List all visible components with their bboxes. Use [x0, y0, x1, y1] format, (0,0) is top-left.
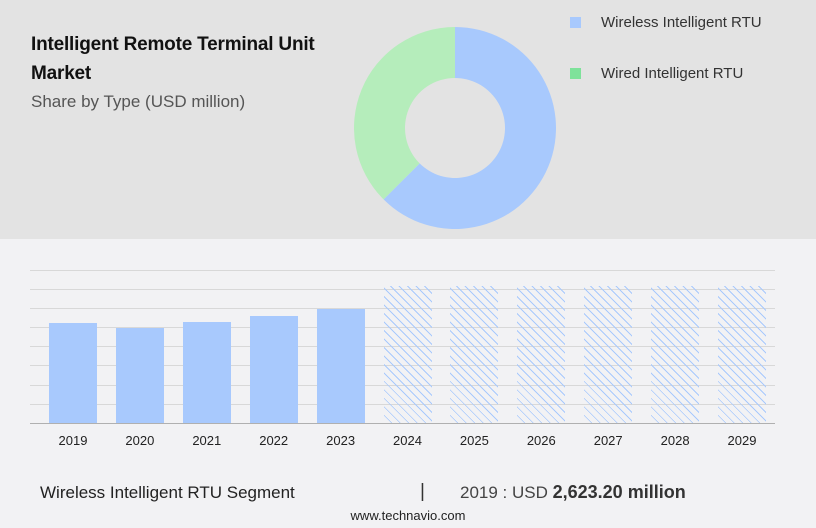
- bar-2024: [383, 286, 432, 423]
- bar-2019: [49, 323, 97, 423]
- chart-subtitle: Share by Type (USD million): [31, 92, 246, 111]
- legend-item-wired: Wired Intelligent RTU: [570, 65, 743, 82]
- bar-2023: [316, 309, 365, 423]
- bar-2028: [651, 286, 700, 423]
- bar-2029: [718, 286, 766, 423]
- x-tick-label: 2020: [125, 433, 155, 448]
- chart-title: Intelligent Remote Terminal Unit Market: [31, 34, 315, 84]
- top-panel: Intelligent Remote Terminal Unit Market …: [0, 0, 816, 239]
- segment-label: Wireless Intelligent RTU Segment: [40, 483, 295, 502]
- x-tick-label: 2022: [259, 433, 289, 448]
- segment-value: 2019 : USD 2,623.20 million: [460, 482, 686, 503]
- donut-slice-wireless: [383, 27, 556, 229]
- x-tick-label: 2029: [727, 433, 757, 448]
- bar-2020: [115, 328, 164, 423]
- x-tick-label: 2027: [593, 433, 623, 448]
- x-tick-label: 2028: [660, 433, 690, 448]
- x-tick-label: 2026: [526, 433, 556, 448]
- legend-label: Wired Intelligent RTU: [601, 65, 744, 82]
- bar-2026: [517, 286, 566, 423]
- bar-2021: [182, 322, 231, 423]
- bar-2022: [249, 316, 298, 423]
- value-amount: 2,623.20 million: [552, 482, 686, 502]
- x-tick-label: 2019: [58, 433, 88, 448]
- x-tick-label: 2024: [393, 433, 422, 448]
- donut-chart: [354, 27, 556, 229]
- gridline: [30, 270, 775, 271]
- value-prefix: 2019 : USD: [460, 483, 548, 502]
- x-tick-label: 2025: [459, 433, 489, 448]
- separator: |: [420, 481, 425, 502]
- legend-item-wireless: Wireless Intelligent RTU: [570, 14, 762, 31]
- legend-label: Wireless Intelligent RTU: [601, 14, 762, 31]
- source-url: www.technavio.com: [350, 508, 466, 523]
- x-tick-label: 2021: [192, 433, 222, 448]
- bar-2027: [584, 286, 633, 423]
- bar-2025: [450, 286, 499, 423]
- x-axis: [30, 423, 775, 424]
- donut-slice-wired: [354, 27, 455, 200]
- x-tick-label: 2023: [326, 433, 356, 448]
- legend-swatch-wired: [570, 68, 581, 79]
- legend-swatch-wireless: [570, 17, 581, 28]
